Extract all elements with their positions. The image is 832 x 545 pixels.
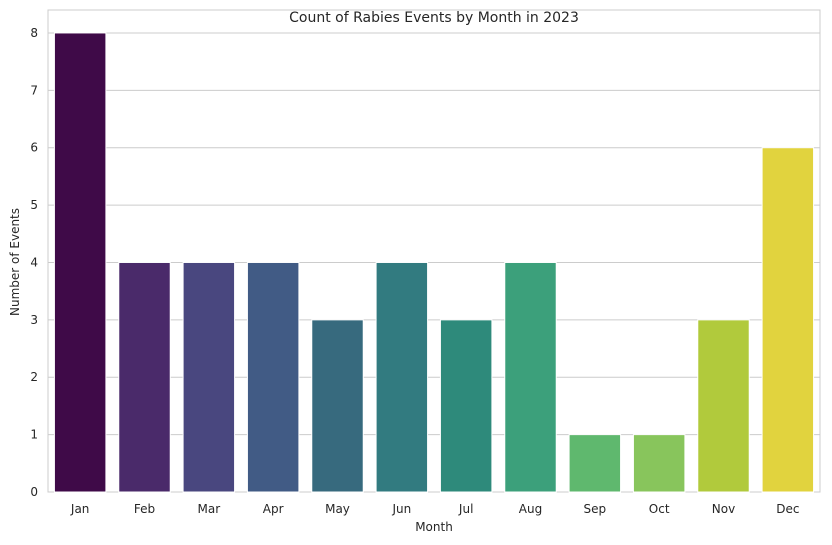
x-tick-label-jun: Jun [391,502,411,516]
bar-aug [504,261,557,493]
x-axis-label: Month [415,520,453,534]
bar-may [311,319,364,493]
y-tick-label: 8 [30,26,38,40]
x-tick-label-feb: Feb [134,502,155,516]
y-tick-label: 4 [30,255,38,269]
bar-sep [568,434,622,493]
x-tick-label-may: May [325,502,350,516]
x-tick-label-mar: Mar [198,502,221,516]
x-tick-labels: Jan Feb Mar Apr May Jun Jul Aug Sep Oct Nov Dec [70,502,800,516]
y-tick-label: 6 [30,141,38,155]
y-tick-label: 7 [30,83,38,97]
y-tick-label: 3 [30,313,38,327]
bar-mar [182,261,236,493]
x-tick-label-sep: Sep [584,502,607,516]
x-tick-label-dec: Dec [776,502,799,516]
bar-oct [632,434,686,493]
bar-jan [53,32,107,493]
bar-jul [439,319,493,493]
bar-feb [118,261,171,493]
y-tick-label: 0 [30,485,38,499]
bars [53,32,815,493]
bar-jun [375,261,429,493]
bar-nov [697,319,750,493]
x-tick-label-apr: Apr [263,502,284,516]
bar-dec [761,147,815,493]
bar-apr [246,261,300,493]
x-tick-label-oct: Oct [649,502,670,516]
y-tick-labels: 0 1 2 3 4 5 6 7 8 [30,26,38,499]
y-tick-label: 5 [30,198,38,212]
x-tick-label-jul: Jul [458,502,473,516]
y-tick-label: 2 [30,370,38,384]
plot-frame [47,9,821,493]
x-tick-label-nov: Nov [712,502,735,516]
grid-lines [48,32,820,493]
x-tick-label-jan: Jan [70,502,90,516]
y-axis-label: Number of Events [8,208,22,316]
chart-title: Count of Rabies Events by Month in 2023 [289,10,579,26]
y-tick-label: 1 [30,428,38,442]
x-tick-label-aug: Aug [519,502,542,516]
